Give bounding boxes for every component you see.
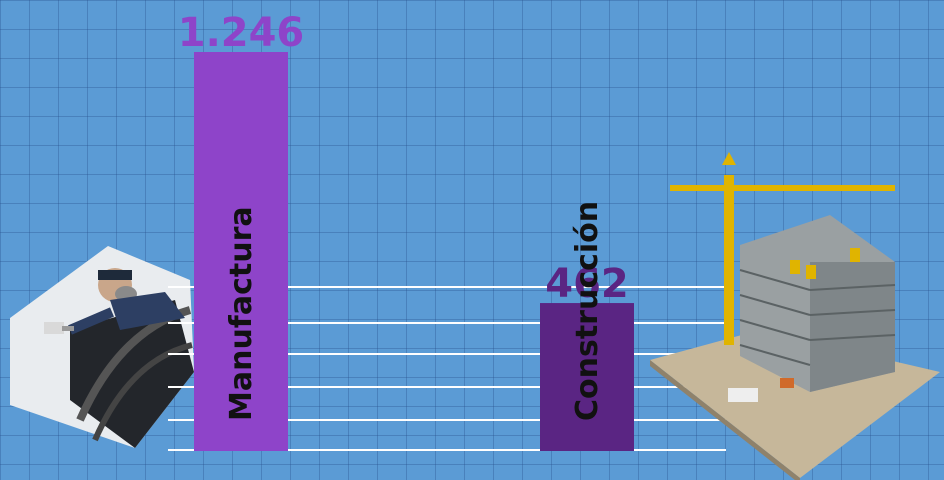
category-label-1: Construcción xyxy=(570,201,605,421)
construction-site-image xyxy=(650,152,940,480)
bar-manufactura xyxy=(194,52,288,451)
value-label-1: 462 xyxy=(545,261,629,307)
worker-spray-painting-image xyxy=(10,246,194,448)
value-label-0: 1.246 xyxy=(178,10,305,56)
bar-construccion xyxy=(540,303,634,451)
category-label-0: Manufactura xyxy=(224,206,259,421)
